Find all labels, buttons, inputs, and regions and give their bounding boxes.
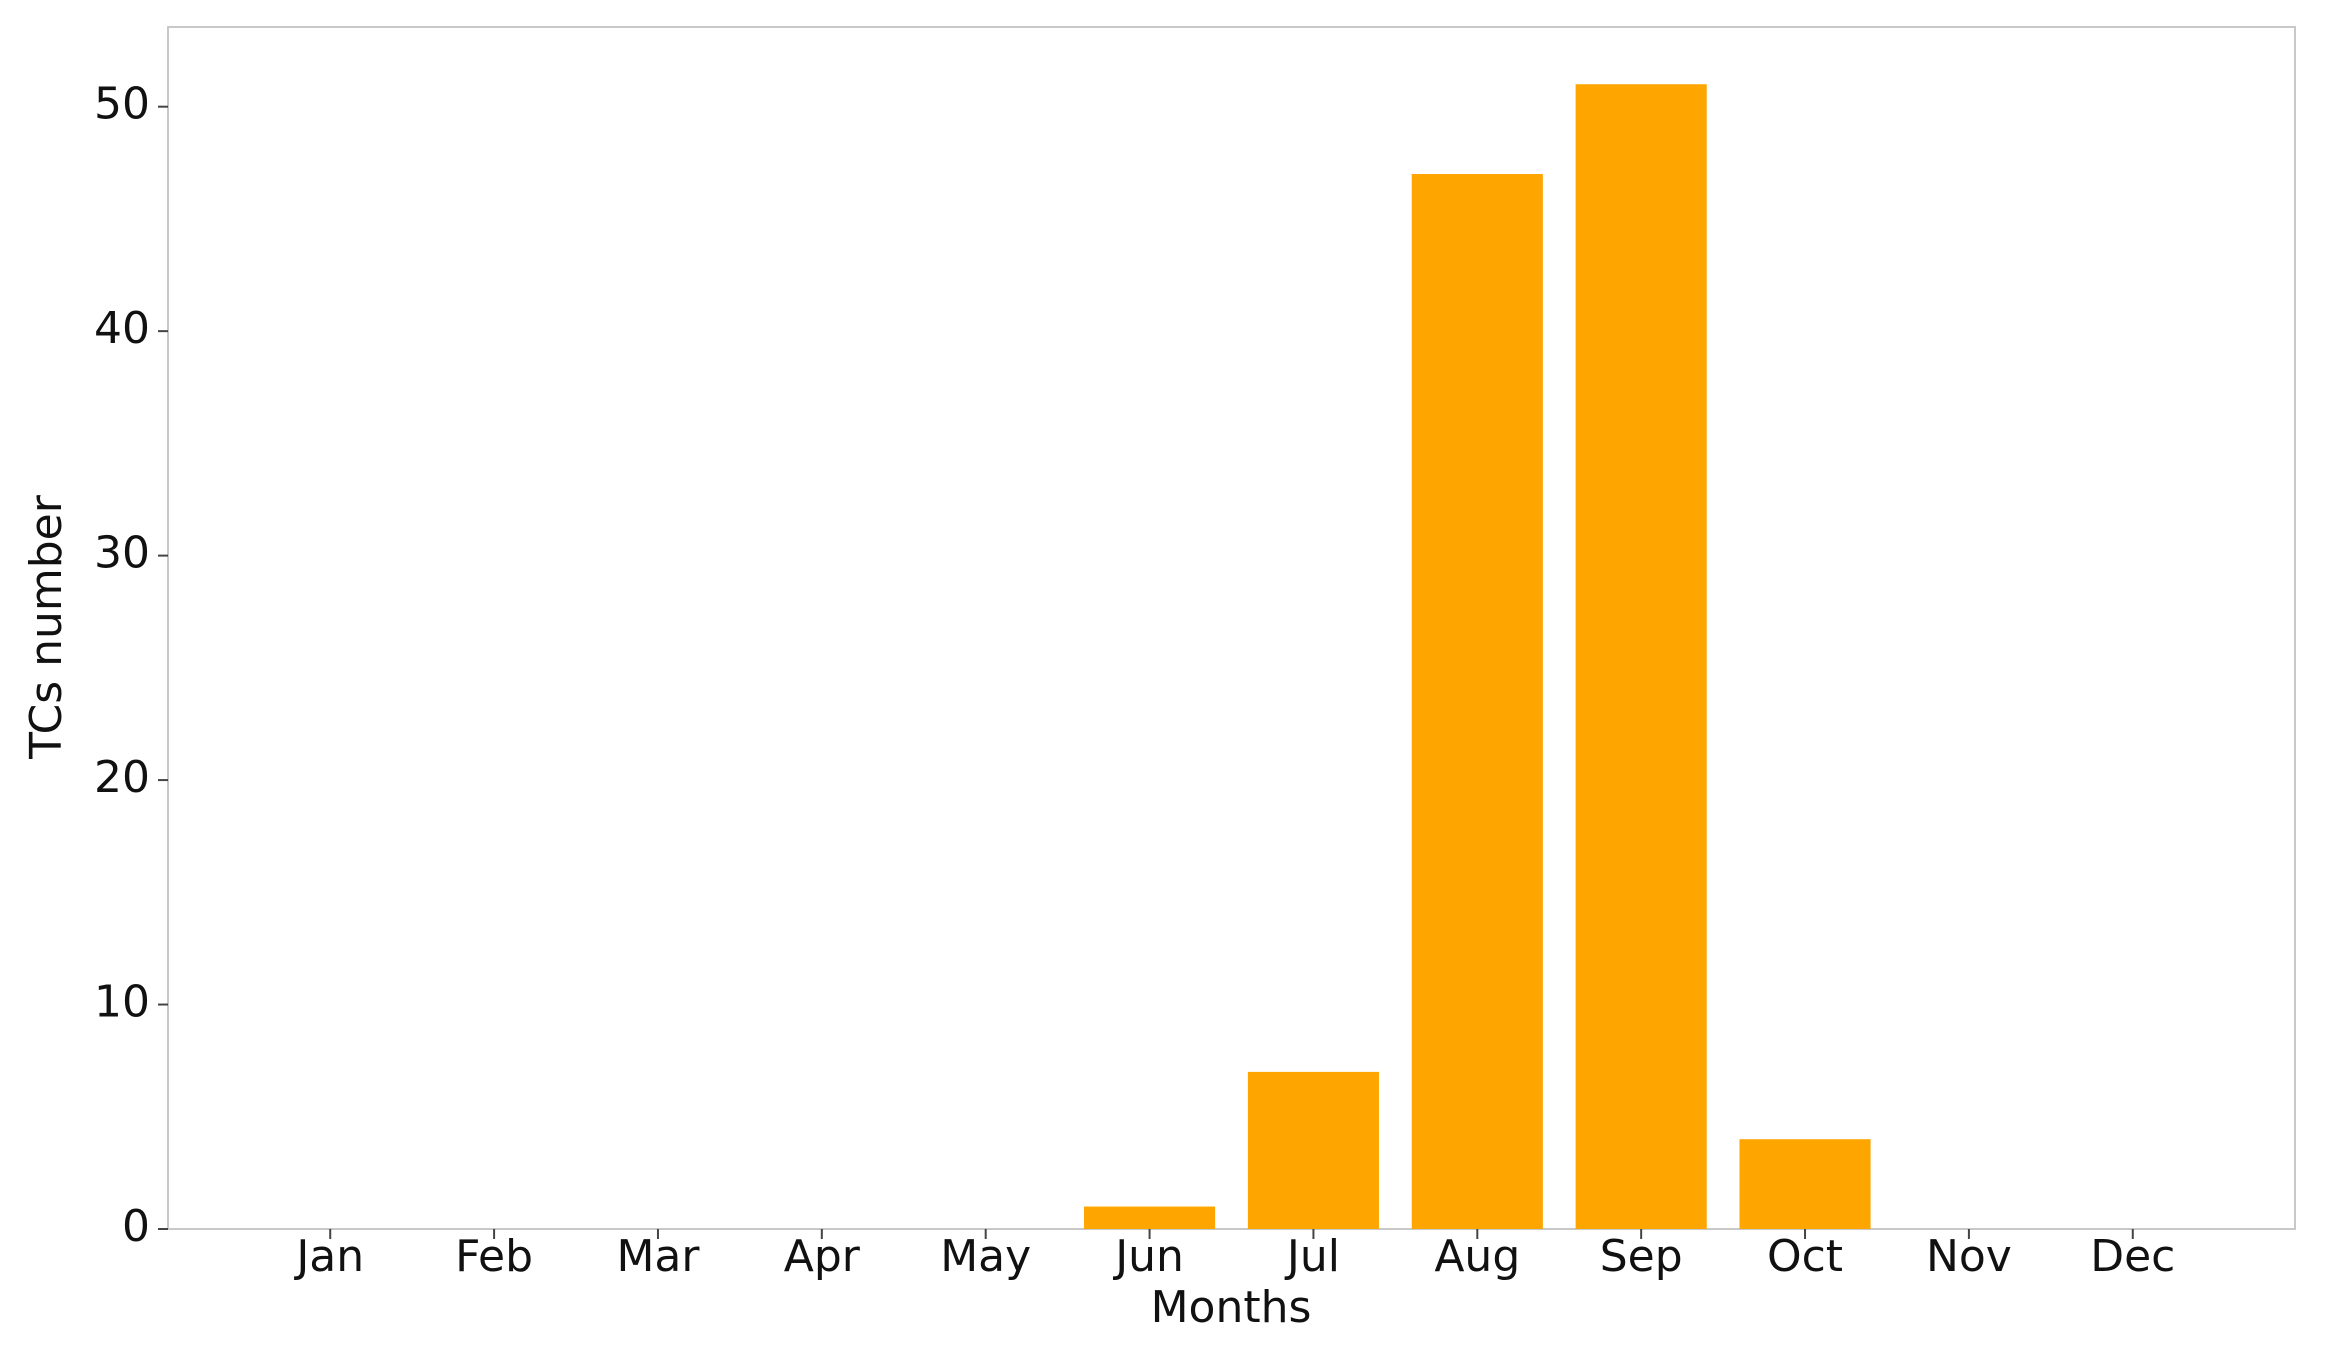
x-tick-label: Nov (1926, 1231, 2012, 1282)
x-tick-label: Apr (784, 1231, 861, 1282)
bar (1247, 1071, 1379, 1229)
bar (1411, 174, 1543, 1230)
axes-frame (167, 26, 2296, 1230)
x-tick-label: May (940, 1231, 1031, 1282)
x-tick-label: Sep (1600, 1231, 1683, 1282)
bar (1575, 84, 1707, 1230)
x-axis-label: Months (1151, 1282, 1312, 1333)
x-tick-label: Dec (2090, 1231, 2175, 1282)
y-tick-label: 40 (94, 303, 150, 354)
y-tick-label: 0 (122, 1201, 150, 1252)
y-tick-label: 10 (94, 977, 150, 1028)
x-tick-label: Mar (616, 1231, 700, 1282)
y-tick-label: 20 (94, 752, 150, 803)
bar (1084, 1206, 1216, 1229)
x-tick-label: Feb (455, 1231, 533, 1282)
y-tick-label: 50 (94, 79, 150, 130)
x-tick-label: Aug (1434, 1231, 1520, 1282)
x-tick-label: Jul (1284, 1231, 1340, 1282)
x-tick-label: Jan (293, 1231, 364, 1282)
x-tick-label: Oct (1767, 1231, 1843, 1282)
x-tick-label: Jun (1112, 1231, 1184, 1282)
bar (1739, 1139, 1871, 1229)
y-axis-label: TCs number (21, 494, 72, 760)
y-tick-label: 30 (94, 528, 150, 579)
